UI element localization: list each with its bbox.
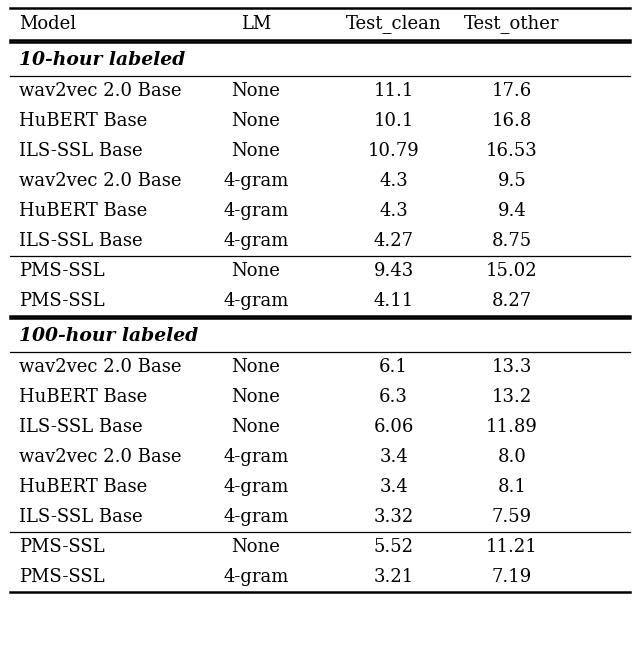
Text: 13.3: 13.3 — [492, 358, 532, 376]
Text: HuBERT Base: HuBERT Base — [19, 112, 147, 130]
Text: 4-gram: 4-gram — [223, 232, 289, 250]
Text: 4-gram: 4-gram — [223, 568, 289, 586]
Text: None: None — [232, 418, 280, 436]
Text: None: None — [232, 358, 280, 376]
Text: wav2vec 2.0 Base: wav2vec 2.0 Base — [19, 448, 182, 466]
Text: 16.8: 16.8 — [492, 112, 532, 130]
Text: 3.32: 3.32 — [374, 508, 413, 526]
Text: 6.06: 6.06 — [373, 418, 414, 436]
Text: ILS-SSL Base: ILS-SSL Base — [19, 508, 143, 526]
Text: 13.2: 13.2 — [492, 388, 532, 406]
Text: HuBERT Base: HuBERT Base — [19, 202, 147, 220]
Text: wav2vec 2.0 Base: wav2vec 2.0 Base — [19, 82, 182, 100]
Text: ILS-SSL Base: ILS-SSL Base — [19, 418, 143, 436]
Text: 6.1: 6.1 — [379, 358, 408, 376]
Text: 8.27: 8.27 — [492, 292, 532, 310]
Text: wav2vec 2.0 Base: wav2vec 2.0 Base — [19, 358, 182, 376]
Text: 4.3: 4.3 — [380, 202, 408, 220]
Text: ILS-SSL Base: ILS-SSL Base — [19, 232, 143, 250]
Text: 10.1: 10.1 — [373, 112, 414, 130]
Text: PMS-SSL: PMS-SSL — [19, 292, 105, 310]
Text: 15.02: 15.02 — [486, 262, 538, 280]
Text: PMS-SSL: PMS-SSL — [19, 568, 105, 586]
Text: 8.75: 8.75 — [492, 232, 532, 250]
Text: None: None — [232, 82, 280, 100]
Text: 9.4: 9.4 — [498, 202, 526, 220]
Text: None: None — [232, 142, 280, 160]
Text: None: None — [232, 388, 280, 406]
Text: 4-gram: 4-gram — [223, 172, 289, 190]
Text: 4.11: 4.11 — [374, 292, 413, 310]
Text: 9.5: 9.5 — [498, 172, 526, 190]
Text: PMS-SSL: PMS-SSL — [19, 262, 105, 280]
Text: None: None — [232, 112, 280, 130]
Text: Test_other: Test_other — [464, 14, 560, 33]
Text: 3.4: 3.4 — [380, 478, 408, 496]
Text: 11.1: 11.1 — [373, 82, 414, 100]
Text: None: None — [232, 538, 280, 556]
Text: Model: Model — [19, 15, 76, 33]
Text: wav2vec 2.0 Base: wav2vec 2.0 Base — [19, 172, 182, 190]
Text: HuBERT Base: HuBERT Base — [19, 388, 147, 406]
Text: 4.27: 4.27 — [374, 232, 413, 250]
Text: 7.19: 7.19 — [492, 568, 532, 586]
Text: 7.59: 7.59 — [492, 508, 532, 526]
Text: 10.79: 10.79 — [368, 142, 419, 160]
Text: 4-gram: 4-gram — [223, 292, 289, 310]
Text: PMS-SSL: PMS-SSL — [19, 538, 105, 556]
Text: HuBERT Base: HuBERT Base — [19, 478, 147, 496]
Text: LM: LM — [241, 15, 271, 33]
Text: 4-gram: 4-gram — [223, 448, 289, 466]
Text: None: None — [232, 262, 280, 280]
Text: 4-gram: 4-gram — [223, 202, 289, 220]
Text: 4.3: 4.3 — [380, 172, 408, 190]
Text: ILS-SSL Base: ILS-SSL Base — [19, 142, 143, 160]
Text: 4-gram: 4-gram — [223, 508, 289, 526]
Text: 100-hour labeled: 100-hour labeled — [19, 327, 198, 345]
Text: 6.3: 6.3 — [379, 388, 408, 406]
Text: 3.4: 3.4 — [380, 448, 408, 466]
Text: 10-hour labeled: 10-hour labeled — [19, 51, 186, 69]
Text: 17.6: 17.6 — [492, 82, 532, 100]
Text: 8.0: 8.0 — [497, 448, 527, 466]
Text: 11.21: 11.21 — [486, 538, 538, 556]
Text: 9.43: 9.43 — [374, 262, 413, 280]
Text: 16.53: 16.53 — [486, 142, 538, 160]
Text: 11.89: 11.89 — [486, 418, 538, 436]
Text: Test_clean: Test_clean — [346, 14, 442, 33]
Text: 8.1: 8.1 — [497, 478, 527, 496]
Text: 5.52: 5.52 — [374, 538, 413, 556]
Text: 3.21: 3.21 — [374, 568, 413, 586]
Text: 4-gram: 4-gram — [223, 478, 289, 496]
